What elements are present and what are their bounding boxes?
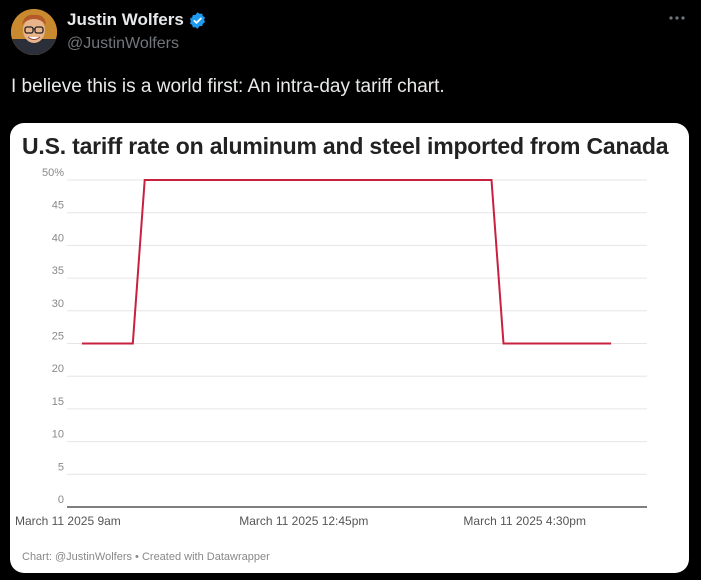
- tariff-chart: 0 5 10 15 20 25 30 35 40 45 50% March 11 2025 9am Ma…: [15, 167, 647, 528]
- avatar[interactable]: [11, 9, 57, 55]
- x-tick-label: March 11 2025 9am: [15, 514, 121, 528]
- y-tick-label: 20: [52, 363, 64, 375]
- y-tick-label: 40: [52, 232, 64, 244]
- y-tick-label: 10: [52, 429, 64, 441]
- chart-credit: Chart: @JustinWolfers • Created with Dat…: [22, 551, 270, 563]
- author-handle[interactable]: @JustinWolfers: [67, 35, 179, 52]
- y-tick-label: 0: [58, 494, 64, 506]
- y-tick-label: 30: [52, 298, 64, 310]
- y-tick-label: 5: [58, 461, 64, 473]
- chart-title: U.S. tariff rate on aluminum and steel i…: [22, 133, 669, 159]
- y-tick-label: 25: [52, 331, 64, 343]
- y-tick-label: 15: [52, 396, 64, 408]
- y-tick-label: 35: [52, 265, 64, 277]
- chart-card[interactable]: U.S. tariff rate on aluminum and steel i…: [10, 123, 689, 573]
- verified-badge-icon: [188, 11, 207, 30]
- x-tick-label: March 11 2025 12:45pm: [239, 514, 368, 528]
- author-name-text[interactable]: Justin Wolfers: [67, 10, 184, 29]
- y-tick-label: 50%: [42, 167, 64, 179]
- tweet-text: I believe this is a world first: An intr…: [11, 76, 445, 97]
- tariff-rate-line: [81, 179, 612, 345]
- more-options-icon[interactable]: [664, 8, 690, 28]
- y-tick-label: 45: [52, 200, 64, 212]
- author-name[interactable]: Justin Wolfers: [67, 10, 207, 30]
- x-tick-label: March 11 2025 4:30pm: [463, 514, 586, 528]
